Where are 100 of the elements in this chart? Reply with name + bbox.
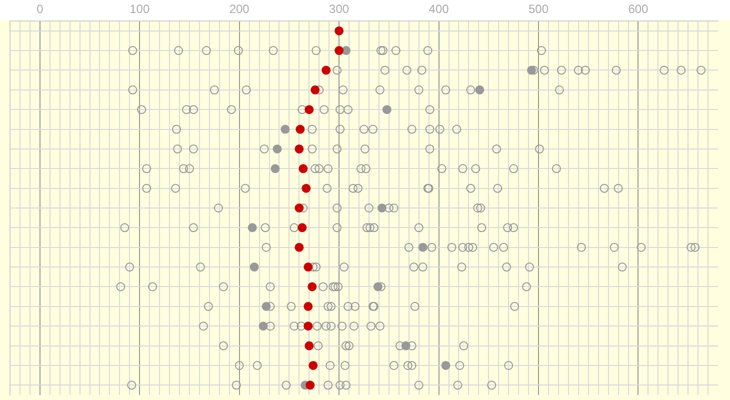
- point: [248, 223, 257, 232]
- point: [334, 282, 343, 292]
- point: [298, 164, 308, 174]
- point: [350, 302, 360, 311]
- x-tick-label: 0: [36, 2, 44, 16]
- point: [336, 380, 345, 390]
- point: [174, 46, 184, 56]
- point: [404, 242, 414, 252]
- point: [344, 105, 353, 114]
- point: [414, 85, 424, 94]
- point: [493, 184, 502, 193]
- point: [477, 223, 486, 232]
- point: [380, 66, 390, 75]
- point: [407, 360, 416, 370]
- point: [342, 380, 351, 390]
- point: [298, 105, 307, 114]
- x-tick-label: 100: [130, 2, 150, 16]
- point: [310, 164, 320, 174]
- point: [320, 105, 329, 114]
- point: [173, 144, 182, 154]
- point: [198, 322, 208, 331]
- point: [389, 204, 398, 212]
- point: [324, 302, 333, 311]
- point: [466, 184, 476, 193]
- point: [348, 184, 358, 193]
- point: [204, 302, 213, 311]
- point: [464, 242, 474, 252]
- point: [403, 360, 412, 370]
- point: [188, 105, 198, 114]
- point: [509, 223, 518, 232]
- point: [188, 223, 198, 232]
- point: [322, 184, 332, 193]
- point: [340, 262, 349, 272]
- point: [308, 360, 318, 370]
- point: [614, 184, 623, 193]
- point: [196, 262, 205, 272]
- point: [324, 164, 333, 174]
- point: [435, 124, 444, 134]
- point: [468, 242, 478, 252]
- point: [361, 164, 370, 174]
- point: [270, 164, 280, 174]
- point: [344, 341, 354, 350]
- point: [298, 223, 307, 232]
- point: [304, 341, 314, 350]
- point: [540, 66, 549, 75]
- point: [268, 46, 278, 56]
- point: [262, 242, 271, 252]
- point: [455, 360, 464, 370]
- point: [574, 66, 583, 75]
- point: [453, 380, 462, 390]
- point: [475, 85, 484, 94]
- point: [636, 242, 646, 252]
- point: [262, 302, 271, 311]
- point: [318, 282, 328, 292]
- point: [458, 242, 468, 252]
- point: [552, 164, 561, 174]
- point: [447, 242, 456, 252]
- point: [218, 282, 228, 292]
- point: [258, 322, 268, 331]
- point: [441, 85, 450, 94]
- point: [452, 124, 462, 134]
- point: [172, 124, 182, 134]
- point: [378, 46, 388, 56]
- point: [389, 360, 398, 370]
- point: [354, 184, 363, 193]
- point: [364, 204, 374, 212]
- point: [290, 322, 299, 331]
- point: [612, 66, 621, 75]
- point: [322, 322, 331, 331]
- point: [304, 262, 313, 272]
- point: [294, 242, 304, 252]
- point: [366, 322, 376, 331]
- point: [260, 144, 269, 154]
- point: [375, 85, 384, 94]
- point: [580, 66, 590, 75]
- point: [471, 164, 480, 174]
- point: [360, 124, 368, 134]
- point: [328, 282, 338, 292]
- point: [554, 85, 564, 94]
- point: [418, 242, 428, 252]
- point: [690, 242, 700, 252]
- point: [576, 242, 586, 252]
- point: [234, 360, 244, 370]
- point: [410, 302, 420, 311]
- point: [503, 223, 512, 232]
- point: [365, 223, 374, 232]
- point: [686, 242, 696, 252]
- point: [660, 66, 669, 75]
- point: [336, 105, 345, 114]
- point: [600, 184, 609, 193]
- point: [296, 124, 305, 134]
- point: [308, 124, 317, 134]
- point: [425, 105, 434, 114]
- point: [338, 322, 347, 331]
- point: [312, 322, 322, 331]
- point: [391, 46, 400, 56]
- point: [148, 282, 158, 292]
- point: [242, 85, 251, 94]
- point: [128, 46, 138, 56]
- point: [226, 105, 236, 114]
